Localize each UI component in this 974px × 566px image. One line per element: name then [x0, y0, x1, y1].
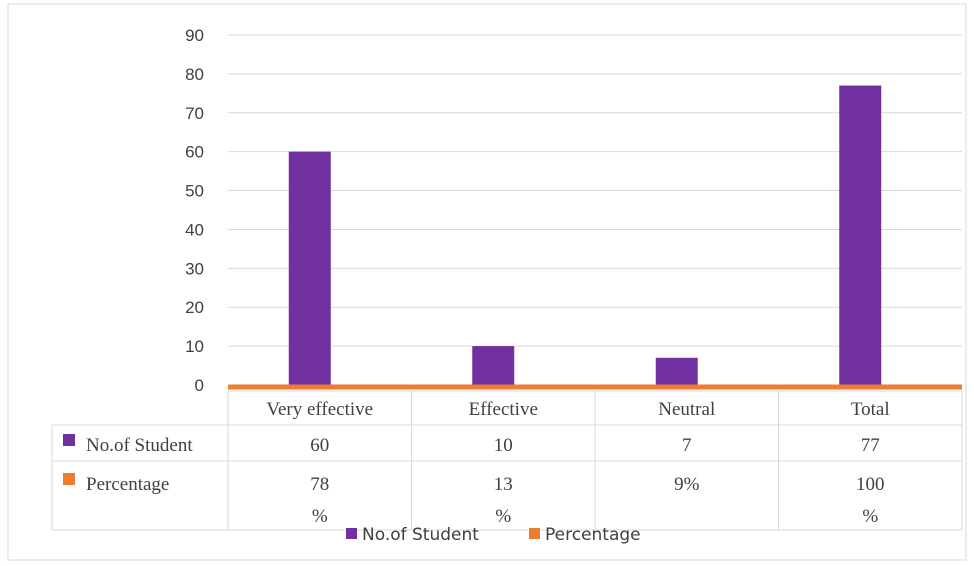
data-label-percentage-very-effective: 78 — [310, 474, 329, 495]
x-tick-label-total: Total — [851, 399, 890, 420]
data-label-no-of-student-neutral: 7 — [682, 435, 692, 456]
bar-percentage-effective — [411, 384, 595, 390]
bar-no-of-student-total — [839, 85, 882, 386]
bar-no-of-student-neutral — [655, 357, 698, 385]
x-tick-label-neutral: Neutral — [658, 399, 715, 420]
data-label-percentage-neutral: 9% — [674, 474, 700, 495]
data-label-no-of-student-very-effective: 60 — [310, 435, 329, 456]
data-label-no-of-student-effective: 10 — [494, 435, 513, 456]
y-tick-label-60: 60 — [185, 143, 204, 162]
chart-border — [7, 3, 967, 561]
x-tick-label-effective: Effective — [469, 399, 538, 420]
table-key-no-of-student — [63, 434, 75, 446]
y-tick-label-70: 70 — [185, 104, 204, 123]
data-label-percentage-total: 100 — [856, 474, 885, 495]
gridlines — [228, 34, 962, 347]
bar-percentage-neutral — [595, 384, 779, 390]
legend-label-no-of-student: No.of Student — [362, 525, 479, 545]
legend-swatch-percentage — [529, 528, 540, 539]
y-tick-label-40: 40 — [185, 220, 204, 239]
legend-label-percentage: Percentage — [545, 525, 641, 545]
y-tick-label-50: 50 — [185, 182, 204, 201]
legend-swatch-no-of-student — [346, 528, 357, 539]
table-row-label-percentage: Percentage — [86, 474, 169, 495]
y-tick-label-80: 80 — [185, 65, 204, 84]
data-label-percentage-effective: 13 — [494, 474, 513, 495]
y-tick-label-30: 30 — [185, 259, 204, 278]
data-label-no-of-student-total: 77 — [861, 435, 880, 456]
bar-no-of-student-effective — [472, 346, 515, 385]
y-tick-label-20: 20 — [185, 298, 204, 317]
data-label-percentage-very-effective-line2: % — [312, 506, 328, 527]
table-row-label-no-of-student: No.of Student — [86, 435, 193, 456]
data-label-percentage-total-line2: % — [862, 506, 878, 527]
bar-percentage-very-effective — [228, 384, 412, 390]
bars — [228, 85, 962, 390]
data-label-percentage-effective-line2: % — [495, 506, 511, 527]
y-tick-label-10: 10 — [185, 337, 204, 356]
bar-percentage-total — [778, 384, 962, 390]
x-tick-label-very-effective: Very effective — [266, 399, 373, 420]
bar-no-of-student-very-effective — [288, 151, 331, 385]
y-axis-ticks: 0 10 20 30 40 50 60 70 80 90 — [185, 26, 204, 395]
table-key-percentage — [63, 473, 75, 485]
y-tick-label-0: 0 — [195, 376, 204, 395]
data-table: Very effective Effective Neutral Total No.of… — [51, 390, 963, 531]
legend: No.of Student Percentage — [346, 525, 641, 545]
y-tick-label-90: 90 — [185, 26, 204, 45]
